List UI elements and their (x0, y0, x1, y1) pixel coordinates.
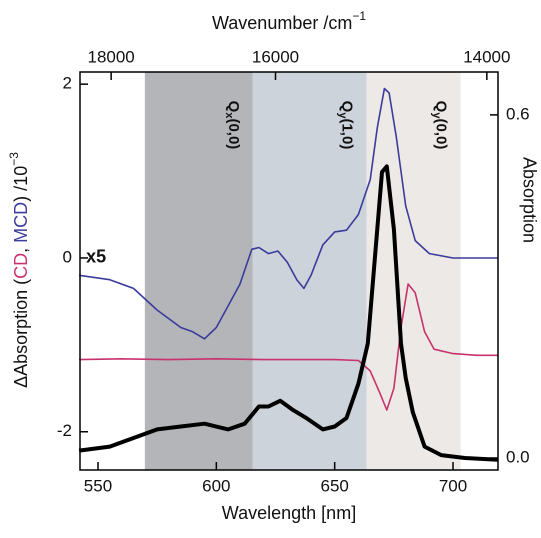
x-tick-label: 600 (202, 476, 230, 495)
top-axis-label-sup: −1 (352, 9, 366, 23)
y-axis-label-part: MCD (11, 202, 31, 243)
x-tick-label: 550 (84, 476, 112, 495)
top-tick-label: 18000 (87, 47, 134, 66)
band-label: Qy(1,0) (337, 101, 356, 150)
top-axis-label: Wavenumber /cm−1 (212, 9, 366, 33)
y-tick-label: 0 (63, 247, 72, 266)
x-axis-label: Wavelength [nm] (222, 503, 356, 523)
top-axis-label-main: Wavenumber /cm (212, 13, 352, 33)
y2-tick-label: 0.0 (506, 447, 530, 466)
band-label-suffix: (0,0) (225, 118, 242, 149)
x-tick-label: 700 (439, 476, 467, 495)
x-tick-label: 650 (320, 476, 348, 495)
annotation: x5 (86, 247, 106, 267)
band-label-main: Q (225, 101, 242, 113)
plot-frame (79, 71, 499, 471)
band-label: Qy(0,0) (431, 101, 450, 150)
band-label-sub: y (337, 112, 349, 119)
line-2 (78, 164, 499, 462)
top-tick-label: 16000 (252, 47, 299, 66)
y-axis-label: ΔAbsorption (CD, MCD) /10−3 (7, 152, 31, 388)
band-label: Qx(0,0) (223, 101, 242, 150)
line-0 (78, 87, 498, 340)
band-label-suffix: (1,0) (339, 118, 356, 149)
y-tick-label: -2 (57, 421, 72, 440)
y-axis-label-part: ΔAbsorption ( (11, 279, 31, 388)
band-label-sub: y (431, 112, 443, 119)
band-label-sub: x (223, 112, 235, 119)
y-axis-label-part: −3 (7, 152, 21, 166)
line-1 (79, 283, 498, 411)
y2-axis-label: Absorption (519, 157, 539, 243)
band (366, 72, 461, 470)
y-axis-label-part: CD (11, 253, 31, 279)
band (144, 72, 253, 470)
top-tick-label: 14000 (463, 47, 510, 66)
y-axis-label-part: ) /10 (11, 166, 31, 202)
y-axis-label-part: , (11, 243, 31, 253)
band-label-main: Q (339, 101, 356, 113)
y-tick-label: 2 (63, 74, 72, 93)
y2-tick-label: 0.6 (506, 104, 530, 123)
band-label-suffix: (0,0) (433, 118, 450, 149)
band-label-main: Q (433, 101, 450, 113)
